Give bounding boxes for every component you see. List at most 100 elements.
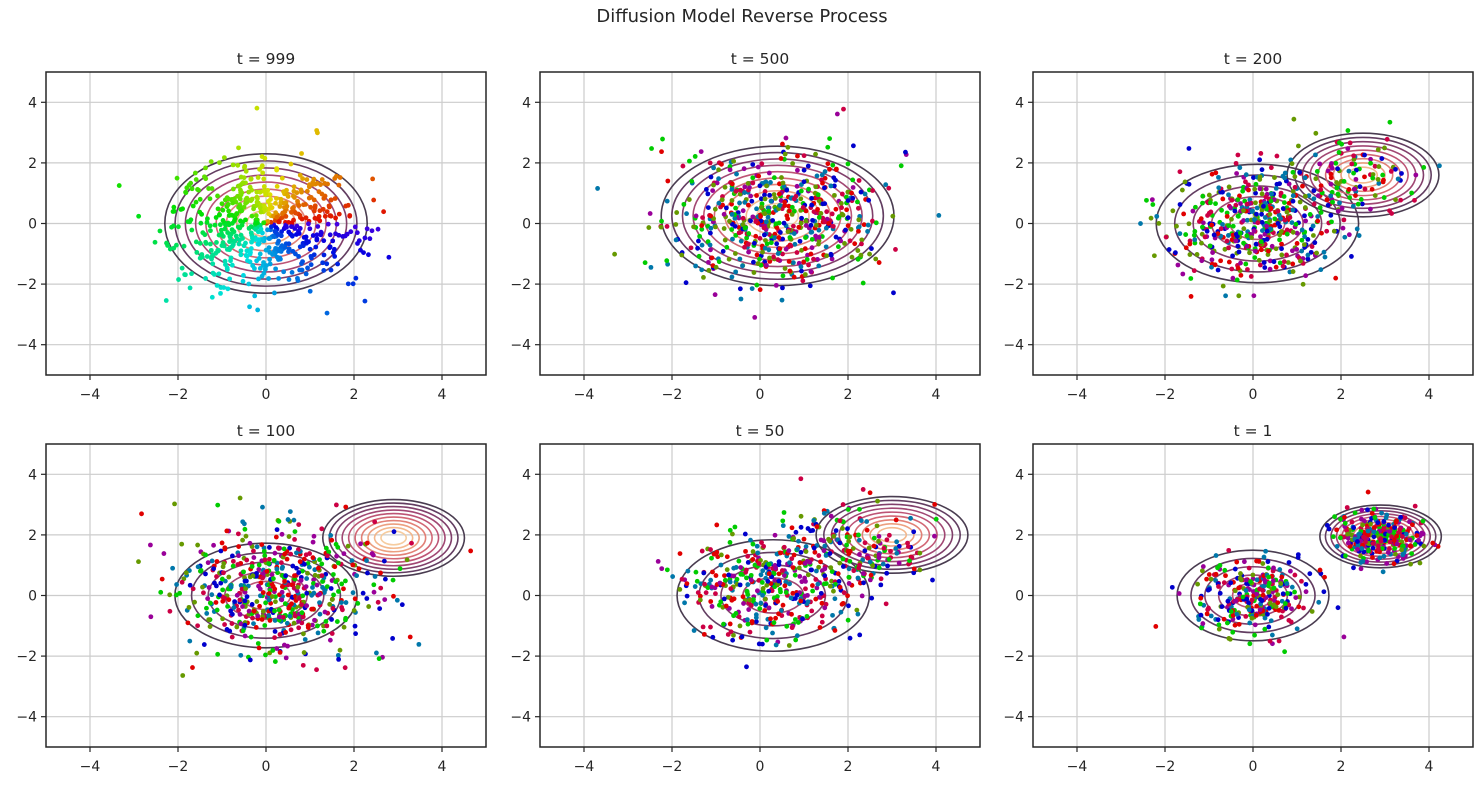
scatter-point	[196, 187, 202, 193]
scatter-point	[838, 609, 844, 615]
scatter-point	[718, 599, 724, 605]
scatter-point	[1282, 170, 1288, 176]
scatter-point	[845, 593, 850, 599]
scatter-point	[729, 274, 735, 280]
scatter-point	[721, 621, 726, 627]
scatter-point	[164, 240, 169, 246]
scatter-point	[337, 175, 343, 180]
scatter-point	[750, 162, 756, 167]
scatter-point	[1258, 247, 1264, 253]
scatter-point	[371, 582, 377, 588]
scatter-point	[231, 196, 237, 202]
scatter-point	[847, 558, 853, 564]
scatter-point	[172, 501, 177, 507]
scatter-point	[284, 224, 289, 230]
scatter-point	[218, 290, 223, 296]
scatter-point	[221, 243, 227, 249]
scatter-point	[214, 559, 220, 564]
scatter-point	[1186, 221, 1192, 227]
scatter-point	[1421, 165, 1427, 170]
scatter-point	[288, 627, 294, 633]
scatter-point	[1296, 604, 1302, 610]
scatter-point	[1163, 234, 1169, 240]
scatter-point	[1219, 207, 1224, 213]
scatter-point	[243, 197, 249, 202]
scatter-point	[824, 209, 830, 215]
scatter-point	[294, 565, 299, 571]
scatter-point	[1371, 534, 1377, 540]
scatter-point	[763, 625, 769, 631]
scatter-point	[1381, 519, 1387, 524]
scatter-point	[878, 576, 884, 582]
scatter-point	[326, 549, 332, 555]
scatter-point	[933, 516, 939, 522]
scatter-point	[778, 156, 784, 161]
scatter-point	[296, 618, 301, 624]
scatter-point	[364, 540, 370, 546]
scatter-point	[799, 268, 804, 274]
scatter-point	[167, 592, 173, 598]
scatter-point	[1199, 240, 1204, 246]
scatter-point	[304, 576, 310, 581]
scatter-point	[243, 533, 249, 539]
scatter-point	[664, 258, 670, 264]
scatter-point	[252, 293, 258, 299]
scatter-point	[1198, 612, 1204, 618]
scatter-point	[851, 568, 857, 574]
scatter-point	[189, 271, 194, 277]
scatter-point	[764, 183, 769, 189]
scatter-point	[1311, 188, 1317, 194]
scatter-point	[1275, 600, 1281, 606]
scatter-point	[205, 560, 211, 566]
scatter-point	[1248, 579, 1253, 584]
x-tick-label: 0	[1249, 387, 1258, 403]
scatter-point	[1324, 197, 1330, 203]
scatter-point	[798, 264, 804, 270]
scatter-point	[341, 624, 347, 630]
scatter-point	[811, 518, 817, 523]
scatter-point	[742, 184, 748, 190]
scatter-point	[273, 225, 279, 230]
scatter-point	[844, 207, 850, 213]
scatter-point	[1386, 546, 1392, 552]
scatter-point	[273, 266, 279, 272]
scatter-point	[742, 244, 747, 250]
scatter-point	[1355, 201, 1361, 207]
scatter-point	[703, 187, 709, 192]
scatter-point	[740, 263, 745, 269]
scatter-point	[797, 573, 803, 579]
scatter-point	[1258, 234, 1263, 240]
scatter-point	[1267, 266, 1273, 272]
scatter-point	[240, 628, 246, 634]
scatter-point	[1174, 223, 1179, 229]
scatter-point	[783, 579, 789, 585]
scatter-point	[240, 278, 246, 284]
scatter-point	[685, 568, 691, 574]
scatter-point	[1365, 532, 1371, 538]
scatter-point	[742, 531, 748, 537]
scatter-point	[1322, 254, 1328, 260]
scatter-point	[803, 235, 808, 241]
scatter-point	[700, 624, 706, 630]
scatter-point	[323, 619, 329, 624]
scatter-point	[1234, 611, 1240, 617]
scatter-point	[736, 230, 742, 236]
scatter-point	[229, 621, 235, 626]
scatter-point	[733, 205, 738, 211]
scatter-point	[327, 213, 333, 219]
scatter-point	[772, 578, 778, 583]
scatter-point	[307, 288, 313, 294]
scatter-point	[310, 181, 316, 187]
scatter-point	[234, 624, 240, 630]
scatter-point	[1278, 229, 1284, 234]
scatter-point	[791, 196, 797, 202]
scatter-point	[720, 202, 725, 208]
scatter-point	[1234, 277, 1240, 283]
scatter-point	[240, 604, 245, 609]
scatter-point	[225, 202, 231, 207]
scatter-point	[780, 141, 785, 147]
scatter-point	[738, 238, 744, 244]
scatter-point	[319, 526, 325, 532]
scatter-point	[722, 577, 728, 583]
scatter-point	[865, 229, 870, 234]
